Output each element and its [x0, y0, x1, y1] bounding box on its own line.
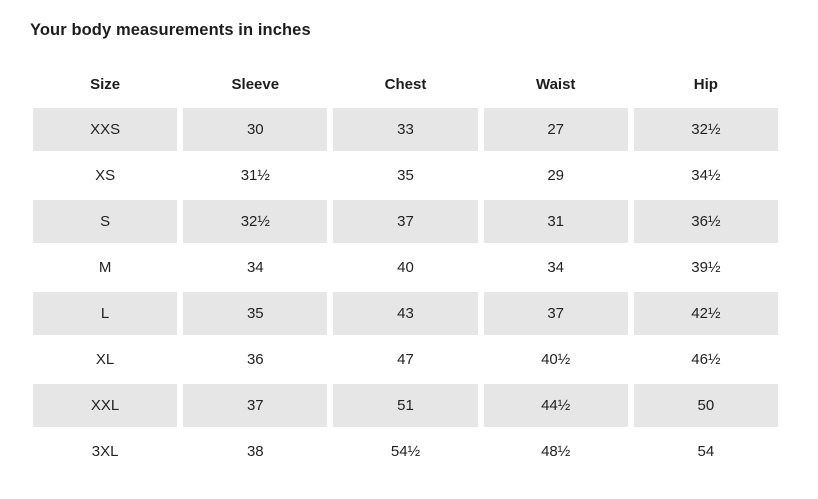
table-row-xl: XL 36 47 40½ 46½ — [33, 338, 778, 381]
table-row-xxs: XXS 30 33 27 32½ — [33, 108, 778, 151]
measurement-cell: 48½ — [541, 443, 571, 460]
table-row-s: S 32½ 37 31 36½ — [33, 200, 778, 243]
measurement-cell: 54½ — [390, 443, 421, 460]
measurement-cell: 32½ — [633, 108, 778, 151]
table-row-xs: XS 31½ 35 29 34½ — [33, 154, 778, 197]
size-cell: XXL — [33, 384, 178, 427]
measurement-cell: 34 — [246, 259, 264, 276]
measurement-cell: 31½ — [240, 167, 270, 184]
measurement-cell: 42½ — [633, 292, 778, 335]
measurement-cell: 34 — [547, 259, 565, 276]
table-row-m: M 34 40 34 39½ — [33, 246, 778, 289]
size-cell: XL — [95, 351, 115, 368]
measurement-cell: 27 — [483, 108, 628, 151]
measurement-cell: 44½ — [483, 384, 628, 427]
size-table: Size Sleeve Chest Waist Hip XXS 30 33 27… — [33, 71, 778, 473]
measurement-cell: 39½ — [691, 259, 721, 276]
size-cell: M — [98, 259, 112, 276]
measurement-cell: 46½ — [691, 351, 721, 368]
column-header-waist: Waist — [535, 76, 576, 93]
measurement-cell: 36½ — [633, 200, 778, 243]
size-cell: 3XL — [91, 443, 119, 460]
measurement-cell: 40 — [397, 259, 414, 276]
page-title: Your body measurements in inches — [30, 21, 311, 39]
measurement-cell: 35 — [397, 167, 414, 184]
table-row-l: L 35 43 37 42½ — [33, 292, 778, 335]
measurement-cell: 35 — [183, 292, 328, 335]
measurement-cell: 37 — [183, 384, 328, 427]
measurement-cell: 37 — [483, 292, 628, 335]
table-row-3xl: 3XL 38 54½ 48½ 54 — [33, 430, 778, 473]
measurement-cell: 32½ — [183, 200, 328, 243]
column-header-sleeve: Sleeve — [231, 76, 280, 93]
measurement-cell: 34½ — [691, 167, 721, 184]
size-guide-page: Your body measurements in inches Size Sl… — [30, 21, 778, 473]
size-cell: XS — [95, 167, 116, 184]
measurement-cell: 31 — [483, 200, 628, 243]
measurement-cell: 29 — [547, 167, 565, 184]
column-header-size: Size — [90, 76, 121, 93]
measurement-cell: 50 — [633, 384, 778, 427]
measurement-cell: 30 — [183, 108, 328, 151]
measurement-cell: 51 — [333, 384, 478, 427]
size-cell: XXS — [33, 108, 178, 151]
table-row-xxl: XXL 37 51 44½ 50 — [33, 384, 778, 427]
measurement-cell: 54 — [697, 443, 715, 460]
column-header-hip: Hip — [693, 76, 718, 93]
column-header-chest: Chest — [384, 76, 427, 93]
size-cell: S — [33, 200, 178, 243]
measurement-cell: 47 — [397, 351, 414, 368]
measurement-cell: 43 — [333, 292, 478, 335]
measurement-cell: 36 — [246, 351, 264, 368]
measurement-cell: 33 — [333, 108, 478, 151]
measurement-cell: 37 — [333, 200, 478, 243]
table-header-row: Size Sleeve Chest Waist Hip — [33, 71, 778, 98]
measurement-cell: 40½ — [541, 351, 571, 368]
measurement-cell: 38 — [246, 443, 264, 460]
size-cell: L — [33, 292, 178, 335]
